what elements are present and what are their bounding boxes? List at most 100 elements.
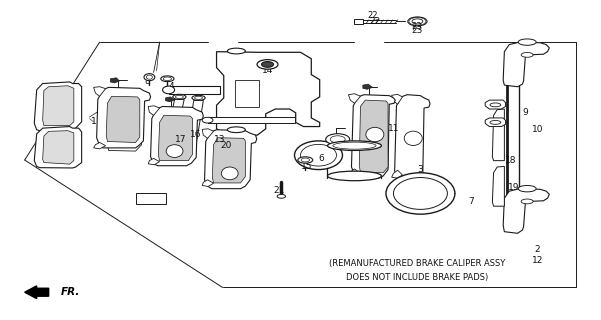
Ellipse shape — [301, 158, 310, 162]
Polygon shape — [34, 82, 82, 131]
FancyArrow shape — [25, 286, 49, 299]
Polygon shape — [34, 126, 82, 168]
Ellipse shape — [333, 142, 376, 149]
Ellipse shape — [366, 127, 384, 142]
Ellipse shape — [202, 117, 213, 123]
Ellipse shape — [394, 178, 447, 209]
Polygon shape — [359, 100, 388, 173]
Polygon shape — [148, 158, 160, 165]
Polygon shape — [395, 95, 430, 182]
Ellipse shape — [227, 127, 245, 132]
Ellipse shape — [408, 17, 427, 26]
Polygon shape — [148, 106, 160, 116]
Text: 19: 19 — [508, 183, 519, 192]
Text: 7: 7 — [469, 197, 474, 206]
Ellipse shape — [490, 121, 501, 124]
Polygon shape — [234, 80, 258, 108]
Polygon shape — [485, 100, 505, 109]
Ellipse shape — [166, 145, 183, 157]
Text: 8: 8 — [145, 77, 150, 86]
Ellipse shape — [163, 77, 171, 81]
Text: 9: 9 — [522, 108, 528, 117]
Polygon shape — [108, 96, 142, 151]
Polygon shape — [94, 87, 106, 96]
Ellipse shape — [163, 86, 174, 94]
Polygon shape — [166, 97, 174, 102]
Polygon shape — [202, 180, 213, 187]
Polygon shape — [165, 100, 184, 144]
Ellipse shape — [172, 94, 186, 100]
Text: 10: 10 — [532, 125, 543, 134]
Polygon shape — [94, 142, 106, 149]
Ellipse shape — [328, 141, 382, 150]
Text: 5: 5 — [355, 143, 361, 152]
Polygon shape — [169, 86, 219, 94]
Polygon shape — [352, 95, 395, 178]
Ellipse shape — [161, 76, 174, 82]
Polygon shape — [392, 170, 403, 178]
Text: 16: 16 — [190, 130, 201, 139]
Polygon shape — [485, 118, 505, 126]
Ellipse shape — [518, 186, 536, 192]
Polygon shape — [106, 96, 140, 142]
Ellipse shape — [195, 96, 203, 100]
Ellipse shape — [277, 195, 285, 198]
Polygon shape — [355, 19, 364, 24]
Polygon shape — [111, 78, 120, 83]
Ellipse shape — [328, 171, 382, 181]
Ellipse shape — [490, 103, 501, 107]
Polygon shape — [349, 169, 361, 177]
Text: 22: 22 — [370, 17, 381, 26]
Polygon shape — [392, 94, 403, 104]
Polygon shape — [349, 94, 361, 103]
Text: 13: 13 — [214, 135, 225, 144]
Ellipse shape — [326, 134, 350, 145]
Polygon shape — [204, 130, 257, 189]
Ellipse shape — [412, 19, 423, 24]
Polygon shape — [43, 86, 74, 125]
Text: 11: 11 — [388, 124, 399, 132]
Ellipse shape — [147, 75, 153, 79]
Text: 23: 23 — [412, 27, 423, 36]
Polygon shape — [43, 131, 74, 164]
Ellipse shape — [330, 136, 345, 143]
Ellipse shape — [144, 74, 155, 81]
Ellipse shape — [518, 39, 536, 45]
Ellipse shape — [192, 95, 205, 100]
Polygon shape — [503, 189, 549, 233]
Text: FR.: FR. — [61, 287, 80, 297]
Polygon shape — [207, 117, 294, 123]
Polygon shape — [492, 166, 504, 206]
Text: 23: 23 — [411, 22, 421, 31]
Ellipse shape — [261, 61, 273, 67]
Text: 3: 3 — [418, 165, 423, 174]
Text: 6: 6 — [319, 154, 325, 163]
Text: 15: 15 — [300, 162, 313, 171]
Ellipse shape — [521, 52, 533, 57]
Ellipse shape — [298, 157, 313, 163]
Ellipse shape — [294, 141, 343, 170]
Text: 21: 21 — [274, 186, 285, 195]
Text: 17: 17 — [175, 135, 186, 144]
Text: 4: 4 — [169, 82, 174, 91]
Ellipse shape — [521, 199, 533, 204]
Text: 12: 12 — [532, 256, 543, 265]
Ellipse shape — [227, 48, 245, 54]
Polygon shape — [212, 138, 245, 183]
Text: 22: 22 — [367, 12, 377, 20]
Ellipse shape — [257, 60, 278, 69]
Polygon shape — [97, 87, 151, 148]
Text: 1: 1 — [91, 117, 97, 126]
Polygon shape — [202, 129, 213, 138]
Text: DOES NOT INCLUDE BRAKE PADS): DOES NOT INCLUDE BRAKE PADS) — [346, 273, 489, 282]
Ellipse shape — [404, 131, 423, 146]
Polygon shape — [159, 116, 192, 161]
Polygon shape — [363, 84, 373, 89]
Text: 20: 20 — [220, 141, 231, 150]
Polygon shape — [492, 109, 504, 161]
Text: (REMANUFACTURED BRAKE CALIPER ASSY: (REMANUFACTURED BRAKE CALIPER ASSY — [329, 259, 505, 268]
Text: 14: 14 — [262, 66, 273, 75]
Ellipse shape — [175, 95, 183, 99]
Text: 18: 18 — [505, 156, 516, 164]
Polygon shape — [151, 107, 203, 166]
